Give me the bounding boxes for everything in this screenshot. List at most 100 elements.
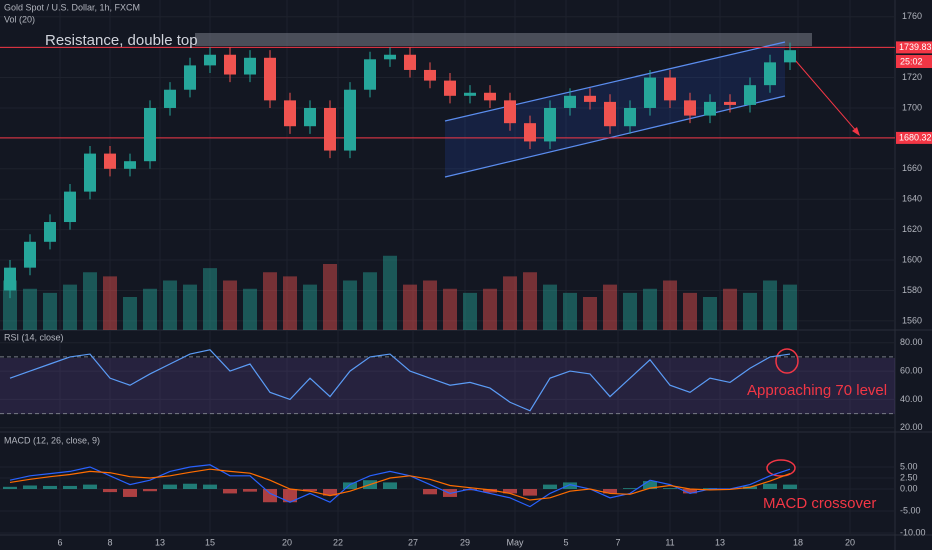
macd-histogram-bar <box>3 486 17 490</box>
macd-histogram-bar <box>383 482 397 490</box>
rsi-band <box>0 358 895 414</box>
macd-histogram-bar <box>323 489 337 496</box>
volume-bar <box>183 284 197 330</box>
candle-body <box>604 101 616 127</box>
x-tick-label: 15 <box>205 537 215 547</box>
y-tick-label: 1760 <box>902 11 922 21</box>
x-tick-label: 8 <box>107 537 112 547</box>
y-tick-label: 1720 <box>902 72 922 82</box>
macd-histogram-bar <box>23 485 37 490</box>
candle-body <box>644 77 656 108</box>
macd-histogram-bar <box>303 489 317 492</box>
resistance-zone <box>195 33 812 46</box>
y-tick-label: 2.50 <box>900 472 918 482</box>
macd-line <box>9 464 791 508</box>
macd-histogram-bar <box>183 483 197 490</box>
marks <box>0 42 895 508</box>
projection-arrow <box>794 59 859 134</box>
volume-bar <box>363 272 377 330</box>
candle-body <box>164 89 176 108</box>
rsi-line <box>9 349 791 412</box>
candle-body <box>464 92 476 96</box>
x-tick-label: 5 <box>563 537 568 547</box>
candle-body <box>244 57 256 75</box>
candle-body <box>404 54 416 70</box>
volume-bar <box>223 280 237 330</box>
macd-histogram-bar <box>83 484 97 490</box>
volume-bar <box>163 280 177 330</box>
macd-histogram-bar <box>143 489 157 492</box>
macd-histogram-bar <box>243 489 257 492</box>
macd-histogram-bar <box>203 484 217 490</box>
volume-bar <box>523 272 537 330</box>
candle-body <box>424 69 436 81</box>
y-tick-label: 1640 <box>902 194 922 204</box>
y-tick-label: -10.00 <box>900 527 926 537</box>
volume-bar <box>43 292 57 330</box>
volume-bar <box>143 288 157 330</box>
x-tick-label: 18 <box>793 537 803 547</box>
candle-body <box>324 107 336 151</box>
macd-histogram-bar <box>423 489 437 495</box>
x-tick-label: 6 <box>57 537 62 547</box>
candle-body <box>444 80 456 96</box>
volume-bar <box>83 272 97 330</box>
macd-histogram-bar <box>483 489 497 493</box>
candle-body <box>264 57 276 101</box>
candle-body <box>64 191 76 223</box>
macd-histogram-bar <box>283 489 297 503</box>
y-tick-label: 5.00 <box>900 461 918 471</box>
volume-bar <box>123 297 137 330</box>
volume-bar <box>463 292 477 330</box>
arrow-head <box>852 127 860 136</box>
volume-bar <box>503 276 517 330</box>
macd-histogram-bar <box>563 482 577 490</box>
level-label: 1680.32 <box>899 132 932 142</box>
level-label: 1739.83 <box>899 42 932 52</box>
candle-body <box>284 100 296 127</box>
macd-histogram-bar <box>463 489 477 491</box>
grid <box>0 0 895 535</box>
volume-bar <box>283 276 297 330</box>
y-tick-label: 1600 <box>902 254 922 264</box>
macd-histogram-bar <box>343 482 357 490</box>
candle-body <box>364 59 376 90</box>
y-tick-label: 20.00 <box>900 422 923 432</box>
candle-body <box>504 100 516 124</box>
candle-body <box>724 101 736 105</box>
candle-body <box>124 161 136 169</box>
candle-body <box>144 107 156 162</box>
macd-histogram-bar <box>163 484 177 490</box>
x-tick-label: 27 <box>408 537 418 547</box>
volume-bar <box>783 284 797 330</box>
x-tick-label: 13 <box>155 537 165 547</box>
x-tick-label: 20 <box>845 537 855 547</box>
y-tick-label: 80.00 <box>900 337 923 347</box>
volume-bar <box>543 284 557 330</box>
macd-histogram-bar <box>123 489 137 497</box>
candle-body <box>764 62 776 86</box>
candle-body <box>744 85 756 105</box>
candle-body <box>784 50 796 63</box>
candle-body <box>564 95 576 108</box>
volume-bar <box>643 288 657 330</box>
macd-histogram-bar <box>603 489 617 494</box>
volume-bar <box>663 280 677 330</box>
volume-bar <box>323 264 337 330</box>
macd-histogram-bar <box>643 481 657 490</box>
volume-bar <box>63 284 77 330</box>
y-tick-label: 0.00 <box>900 483 918 493</box>
macd-histogram-bar <box>683 489 697 494</box>
macd-histogram-bar <box>103 489 117 493</box>
y-tick-label: 40.00 <box>900 394 923 404</box>
macd-line <box>9 468 791 501</box>
x-tick-label: 7 <box>615 537 620 547</box>
volume-bar <box>383 255 397 330</box>
y-tick-label: 1560 <box>902 315 922 325</box>
macd-histogram-bar <box>43 485 57 490</box>
annotation: Resistance, double top <box>45 32 198 49</box>
y-tick-label: 1700 <box>902 102 922 112</box>
volume-bar <box>243 288 257 330</box>
macd-histogram-bar <box>263 489 277 503</box>
